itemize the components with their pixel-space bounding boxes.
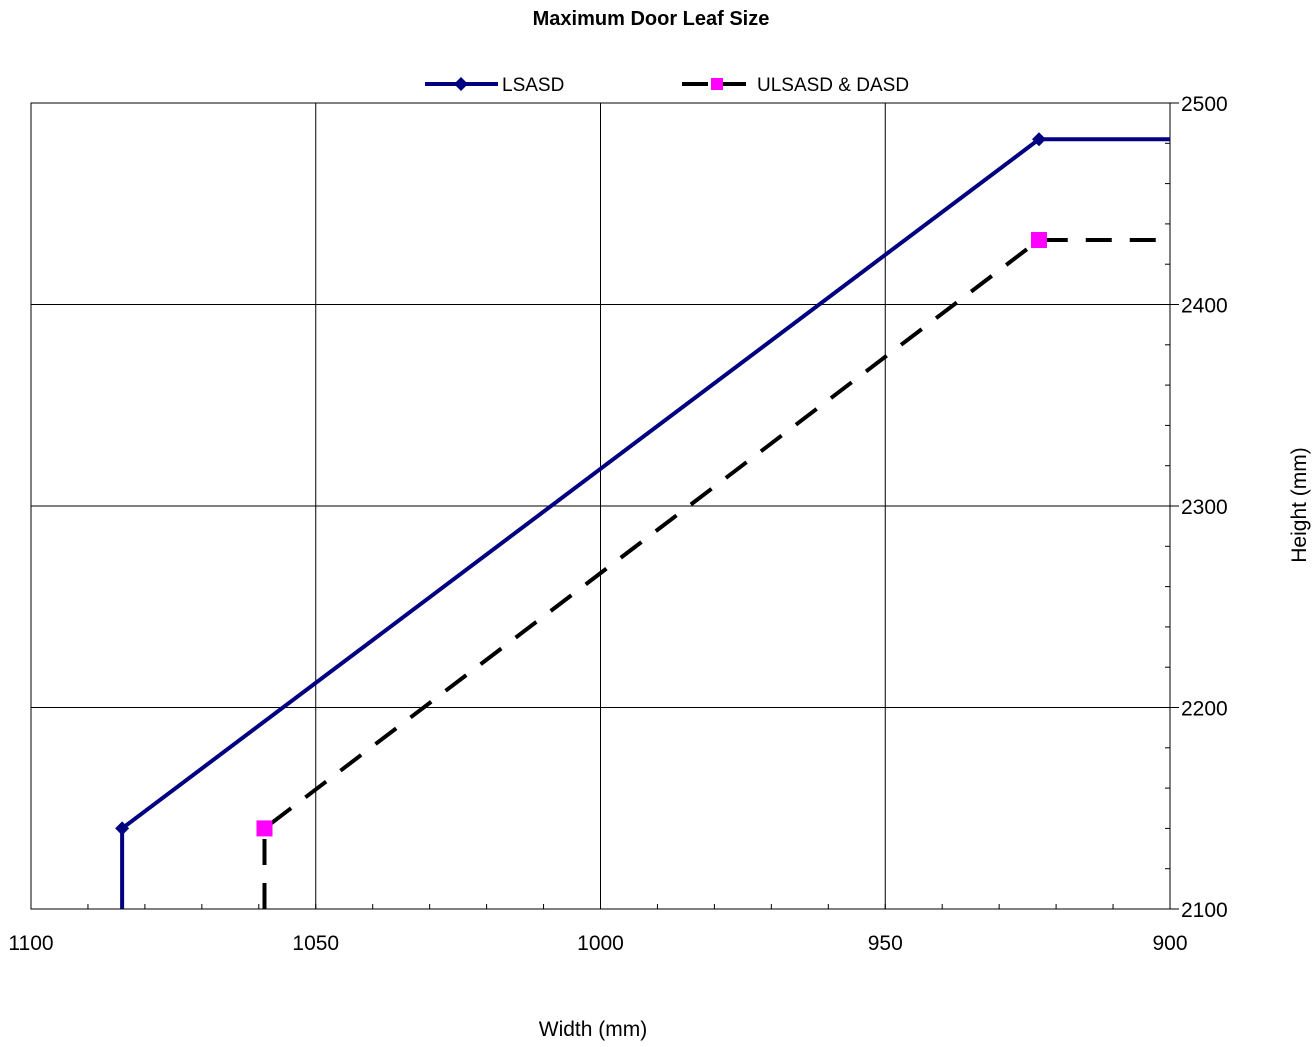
grid [31,103,1170,909]
x-axis-label: Width (mm) [539,1018,648,1041]
x-tick-label: 950 [868,932,903,955]
ticks: 1100 1050 1000 950 900 2100 2200 2300 2400 2500 [8,93,1227,955]
data-point [115,821,130,836]
series-line-1 [262,238,1170,909]
y-tick-label: 2400 [1181,295,1228,318]
series [115,132,1170,909]
y-tick-label: 2300 [1181,496,1228,519]
y-axis-label: Height (mm) [1288,447,1311,563]
legend-label-lsasd: LSASD [502,75,564,96]
data-point [1032,132,1047,147]
series-line-0 [120,137,1170,909]
data-point [1031,232,1048,249]
y-tick-label: 2100 [1181,899,1228,922]
legend-marker-ulsasd [711,78,723,90]
y-tick-label: 2500 [1181,93,1228,116]
legend: LSASD ULSASD & DASD [425,75,909,96]
data-point [256,820,273,837]
y-tick-label: 2200 [1181,698,1228,721]
legend-label-ulsasd: ULSASD & DASD [757,75,909,96]
x-tick-label: 1100 [8,932,53,955]
legend-marker-lsasd [454,77,468,91]
chart-title: Maximum Door Leaf Size [533,8,770,30]
x-tick-label: 1050 [292,932,339,955]
x-tick-label: 900 [1152,932,1187,955]
x-tick-label: 1000 [577,932,624,955]
